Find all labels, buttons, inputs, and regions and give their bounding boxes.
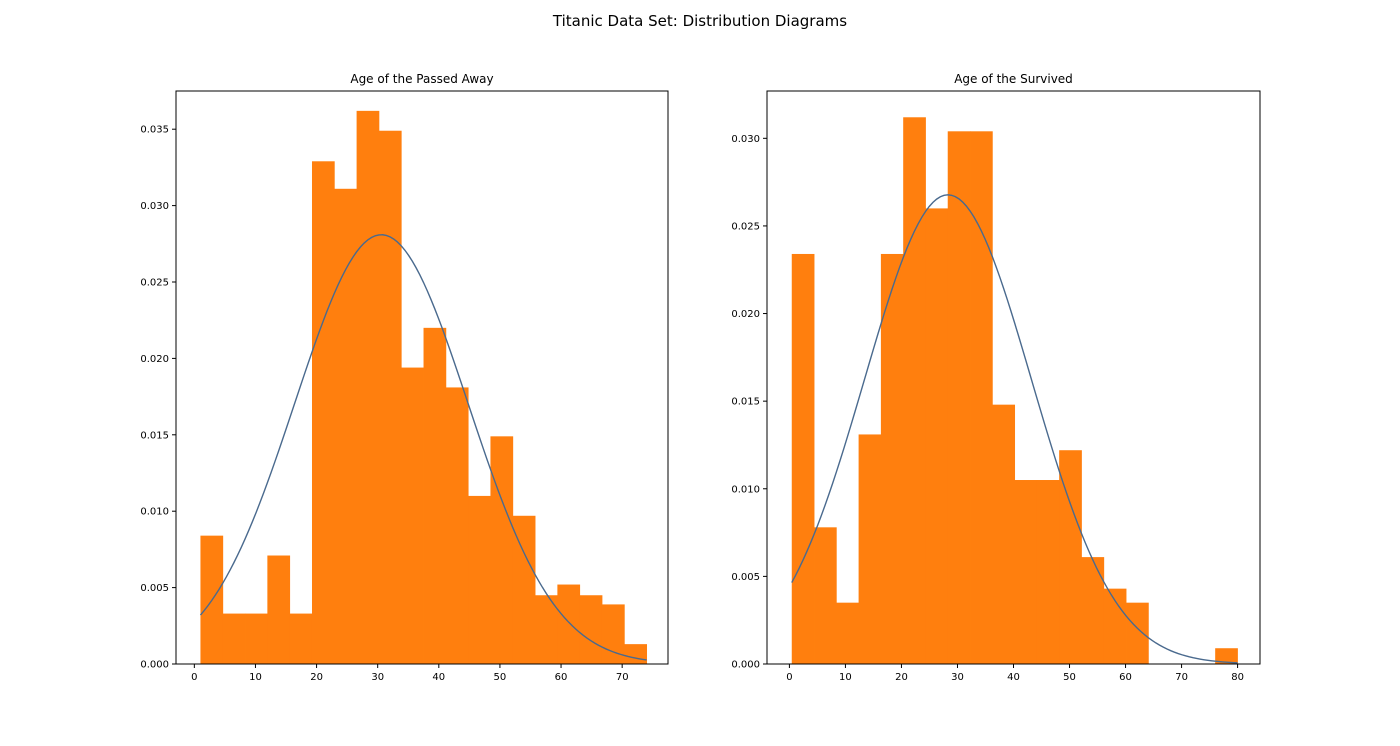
y-tick-label: 0.000	[731, 660, 760, 671]
x-tick-label: 10	[839, 672, 852, 683]
y-tick-label: 0.020	[731, 309, 760, 320]
y-tick-label: 0.015	[731, 397, 760, 408]
x-tick-label: 50	[1063, 672, 1076, 683]
x-tick-label: 60	[1119, 672, 1132, 683]
histogram-bar	[1059, 450, 1082, 664]
axes-frame	[175, 90, 669, 665]
histogram-bar	[970, 131, 993, 665]
y-tick-label: 0.025	[140, 278, 169, 289]
y-tick-label: 0.015	[140, 430, 169, 441]
y-tick-label: 0.035	[140, 125, 169, 136]
x-tick-label: 70	[1175, 672, 1188, 683]
histogram-bar	[1126, 602, 1149, 664]
histogram-bar	[624, 644, 648, 664]
histogram-bar	[535, 595, 558, 664]
histogram-bar	[490, 436, 514, 664]
histogram-bar	[925, 208, 949, 664]
histogram-bar	[311, 161, 335, 665]
histogram-bar	[222, 613, 246, 664]
axes-title: Age of the Survived	[954, 72, 1073, 86]
figure-title: Titanic Data Set: Distribution Diagrams	[552, 12, 848, 30]
histogram-bar	[423, 327, 447, 664]
x-tick-label: 40	[1007, 672, 1020, 683]
histogram-bar	[267, 555, 291, 664]
panel-passed-away: Age of the Passed Away 0 10 20 30 40 50 60 70 0.0…	[140, 72, 669, 683]
histogram-bar	[579, 595, 603, 664]
histogram-bar	[880, 253, 904, 664]
histogram-bar	[289, 613, 313, 664]
histogram-bar	[947, 131, 971, 665]
histogram-bar	[1081, 557, 1105, 664]
x-tick-label: 60	[555, 672, 568, 683]
x-tick-label: 30	[951, 672, 964, 683]
histogram-bar	[378, 130, 402, 665]
fit-curve-line	[791, 194, 1238, 664]
y-tick-label: 0.000	[140, 660, 169, 671]
histogram-bar	[992, 404, 1016, 664]
histogram-bar	[836, 602, 859, 664]
histogram-bar	[1014, 480, 1038, 664]
y-tick-label: 0.030	[140, 201, 169, 212]
y-tick-label: 0.030	[731, 134, 760, 145]
y-tick-label: 0.005	[731, 572, 760, 583]
axes-title: Age of the Passed Away	[350, 72, 493, 86]
x-tick-label: 20	[310, 672, 323, 683]
y-tick-label: 0.010	[731, 484, 760, 495]
x-tick-label: 30	[371, 672, 384, 683]
histogram-bar	[401, 367, 424, 664]
panel-survived: Age of the Survived 0 10 20 30 40 50 60 70 80 0.00…	[731, 72, 1261, 683]
histogram-bar	[791, 253, 815, 664]
x-tick-label: 70	[616, 672, 629, 683]
y-tick-label: 0.020	[140, 354, 169, 365]
histogram-bar	[557, 584, 581, 664]
histogram-bar	[512, 515, 536, 664]
y-tick-label: 0.025	[731, 221, 760, 232]
y-tick-label: 0.010	[140, 507, 169, 518]
histogram-bar	[245, 613, 268, 664]
histogram-bar	[1103, 588, 1127, 664]
histogram-bar	[903, 117, 926, 664]
x-tick-label: 50	[494, 672, 507, 683]
histogram-bar	[334, 188, 358, 665]
histogram-bar	[1215, 648, 1238, 664]
histogram-bar	[1036, 480, 1060, 664]
x-tick-label: 80	[1231, 672, 1244, 683]
x-tick-label: 40	[432, 672, 445, 683]
x-tick-label: 0	[786, 672, 792, 683]
y-tick-label: 0.005	[140, 583, 169, 594]
x-tick-label: 10	[249, 672, 262, 683]
histogram-bar	[468, 495, 491, 664]
histogram-bar	[356, 110, 380, 665]
x-tick-label: 20	[895, 672, 908, 683]
histogram-bar	[445, 387, 469, 664]
x-tick-label: 0	[191, 672, 197, 683]
fit-curve-line	[199, 234, 647, 661]
histogram-bar	[858, 434, 882, 664]
histogram-bar	[814, 527, 837, 664]
